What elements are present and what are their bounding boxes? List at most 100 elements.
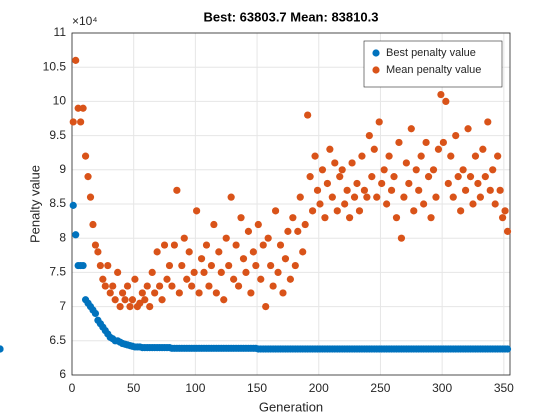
point — [313, 186, 322, 194]
point — [333, 207, 341, 215]
point — [481, 173, 489, 181]
point — [94, 248, 102, 256]
point — [118, 289, 127, 297]
point — [444, 179, 452, 188]
point — [395, 138, 403, 147]
point — [355, 207, 364, 215]
point — [77, 118, 85, 126]
point — [123, 282, 132, 290]
point — [205, 282, 213, 290]
point — [281, 255, 290, 263]
point — [74, 104, 82, 112]
point — [178, 261, 186, 270]
point — [165, 261, 174, 270]
point — [141, 296, 149, 304]
point — [207, 261, 216, 270]
point — [200, 268, 208, 276]
point — [476, 193, 484, 201]
point — [424, 173, 433, 181]
point — [373, 193, 381, 201]
point — [225, 261, 233, 270]
point — [308, 207, 317, 215]
point — [72, 231, 80, 239]
point — [402, 159, 410, 167]
point — [296, 193, 304, 201]
point — [126, 303, 134, 311]
point — [306, 173, 314, 181]
point — [336, 173, 344, 181]
point — [220, 296, 228, 304]
point — [338, 166, 346, 174]
point — [341, 200, 349, 208]
x-tick-label: 200 — [309, 381, 329, 395]
point — [479, 145, 487, 153]
point — [383, 200, 391, 208]
point — [151, 289, 159, 297]
point — [72, 56, 80, 64]
point — [434, 145, 443, 153]
point — [230, 275, 238, 283]
point — [385, 152, 393, 160]
point — [491, 200, 499, 208]
point — [286, 275, 294, 283]
point — [378, 179, 386, 188]
y-axis-label: Penalty value — [27, 165, 42, 243]
point — [291, 261, 299, 270]
x-tick-label: 50 — [127, 381, 141, 395]
point — [257, 275, 265, 283]
point — [397, 234, 406, 242]
point — [360, 186, 369, 194]
point — [363, 193, 371, 201]
point — [158, 296, 166, 304]
point — [0, 345, 4, 353]
point — [227, 193, 235, 201]
legend-label: Mean penalty value — [386, 64, 481, 76]
point — [69, 118, 77, 126]
point — [168, 282, 176, 290]
point — [116, 303, 124, 311]
point — [121, 296, 129, 304]
point — [195, 289, 203, 297]
point — [128, 296, 137, 304]
point — [170, 241, 179, 249]
point — [279, 289, 287, 297]
point — [326, 145, 334, 153]
point — [271, 207, 280, 215]
point — [387, 186, 396, 194]
point — [156, 282, 164, 290]
point — [417, 152, 425, 160]
point — [318, 166, 327, 174]
y-tick-label: 11 — [54, 25, 67, 39]
point — [380, 166, 388, 174]
point — [222, 234, 230, 242]
y-tick-label: 6.5 — [49, 333, 66, 347]
point — [503, 227, 512, 235]
point — [197, 255, 206, 263]
point — [439, 138, 447, 147]
point — [244, 227, 253, 235]
y-tick-label: 7 — [59, 299, 66, 313]
point — [254, 220, 262, 229]
point — [91, 309, 100, 318]
point — [304, 111, 312, 119]
point — [217, 268, 225, 276]
point — [469, 200, 477, 208]
point — [432, 193, 440, 201]
point — [392, 214, 401, 222]
point — [429, 166, 438, 174]
point — [323, 179, 331, 188]
point — [294, 227, 302, 235]
point — [375, 118, 383, 126]
point — [106, 289, 114, 297]
point — [422, 138, 430, 147]
point — [274, 268, 282, 276]
point — [262, 303, 270, 311]
point — [163, 275, 171, 283]
point — [232, 241, 240, 249]
point — [407, 125, 415, 133]
point — [180, 234, 188, 242]
legend-label: Best penalty value — [386, 47, 476, 59]
point — [427, 214, 435, 222]
point — [193, 207, 201, 215]
point — [503, 345, 512, 353]
